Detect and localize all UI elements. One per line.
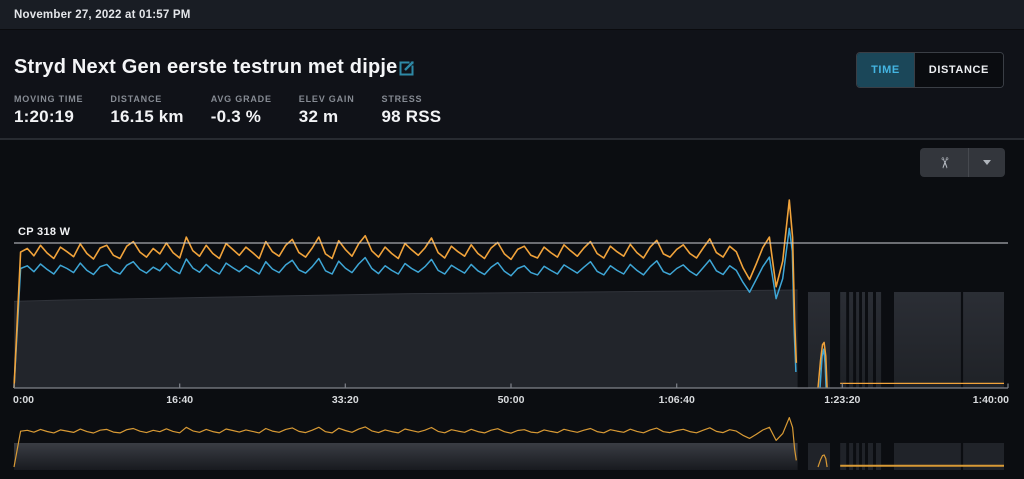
navigator-band[interactable]: [14, 443, 798, 470]
power-chart[interactable]: 0:00 16:40 33:20 50:00 1:06:40 1:23:20 1:40:00: [0, 140, 1024, 479]
power-chart-section: 0:00 16:40 33:20 50:00 1:06:40 1:23:20 1:40:00…: [0, 140, 1024, 479]
stat-avg-grade: AVG GRADE -0.3 %: [211, 94, 272, 127]
navigator-power-line: [13, 417, 797, 468]
stat-label: MOVING TIME: [14, 94, 84, 104]
x-axis-label: 1:23:20: [824, 394, 860, 406]
dropout-block: [849, 292, 854, 388]
navigator-dropout-block: [856, 443, 860, 470]
toggle-distance-button[interactable]: DISTANCE: [913, 53, 1003, 87]
dropout-block: [840, 292, 847, 388]
stat-distance: DISTANCE 16.15 km: [110, 94, 183, 127]
stat-value: -0.3 %: [210, 107, 262, 126]
time-distance-toggle: TIME DISTANCE: [856, 52, 1004, 88]
navigator-dropout-block: [862, 443, 865, 470]
stat-stress: STRESS 98 RSS: [382, 94, 442, 127]
navigator-dropout-block: [840, 443, 847, 470]
crop-toolbar-divider: [968, 148, 969, 177]
stats-row: MOVING TIME 1:20:19 DISTANCE 16.15 km AV…: [14, 94, 441, 127]
dropout-block: [876, 292, 882, 388]
top-bar: November 27, 2022 at 01:57 PM: [0, 0, 1024, 30]
navigator-dropout-block: [849, 443, 854, 470]
stat-label: AVG GRADE: [210, 94, 272, 104]
crop-button[interactable]: ✂: [920, 148, 968, 177]
x-axis-label: 33:20: [332, 394, 359, 406]
dropout-block: [868, 292, 873, 388]
secondary-line: [13, 227, 797, 389]
stat-label: DISTANCE: [110, 94, 163, 104]
activity-date: November 27, 2022 at 01:57 PM: [14, 8, 191, 21]
stat-label: ELEV GAIN: [298, 94, 355, 104]
stat-value: 98 RSS: [381, 107, 442, 126]
cp-line-label: CP 318 W: [18, 226, 71, 238]
edit-title-icon[interactable]: [397, 59, 416, 78]
title-row: Stryd Next Gen eerste testrun met dipje …: [0, 30, 1024, 92]
x-axis-label: 1:40:00: [973, 394, 1009, 406]
shaded-area-edge: [13, 289, 798, 302]
scissors-icon: ✂: [934, 156, 952, 169]
recovery-blip-power: [817, 341, 828, 389]
navigator-dropout-block: [868, 443, 873, 470]
power-line: [13, 199, 798, 389]
stat-value: 1:20:19: [14, 107, 74, 126]
stat-label: STRESS: [381, 94, 423, 104]
recovery-blip-secondary: [819, 348, 827, 389]
dropout-block: [963, 292, 1004, 388]
chevron-down-icon: [983, 160, 991, 165]
toggle-time-button[interactable]: TIME: [857, 53, 914, 87]
dropout-block: [862, 292, 865, 388]
x-axis-label: 50:00: [498, 394, 525, 406]
x-axis-label: 16:40: [166, 394, 193, 406]
x-axis-label: 0:00: [13, 394, 34, 406]
page-title: Stryd Next Gen eerste testrun met dipje: [14, 56, 398, 78]
stat-moving-time: MOVING TIME 1:20:19: [14, 94, 83, 127]
navigator-dropout-block: [876, 443, 882, 470]
section-divider: [0, 138, 1024, 140]
dropout-block: [856, 292, 860, 388]
stat-value: 32 m: [298, 107, 339, 126]
navigator-blip: [817, 454, 828, 468]
stat-elev-gain: ELEV GAIN 32 m: [299, 94, 355, 127]
shaded-area: [14, 290, 798, 388]
navigator-dropout-block: [808, 443, 830, 470]
dropout-block: [894, 292, 961, 388]
crop-toolbar: ✂: [920, 148, 1005, 177]
stat-value: 16.15 km: [110, 107, 184, 126]
crop-menu-button[interactable]: [969, 148, 1005, 177]
x-axis-label: 1:06:40: [659, 394, 695, 406]
